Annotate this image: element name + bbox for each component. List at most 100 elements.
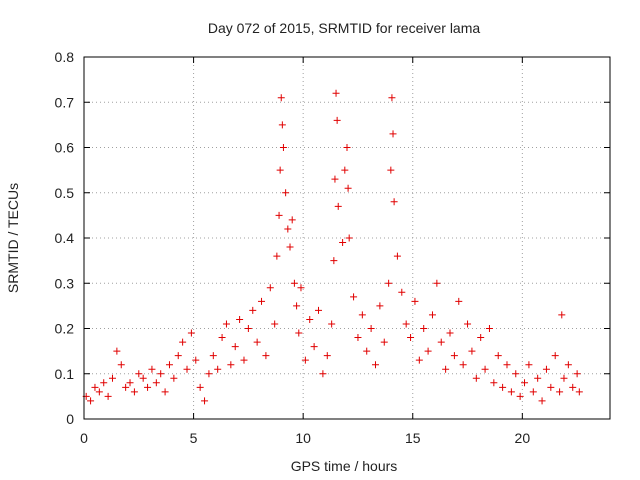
data-point xyxy=(433,279,441,287)
data-point xyxy=(407,334,415,342)
data-point xyxy=(295,329,303,337)
data-point xyxy=(205,370,213,378)
data-point xyxy=(273,252,281,260)
data-point xyxy=(286,243,294,251)
data-point xyxy=(499,383,507,391)
data-point xyxy=(276,166,284,174)
data-point xyxy=(196,383,204,391)
data-point xyxy=(411,297,419,305)
data-point xyxy=(343,144,351,151)
data-point xyxy=(334,202,342,210)
data-point xyxy=(542,365,550,373)
data-point xyxy=(227,361,235,369)
y-tick-label: 0.3 xyxy=(55,275,75,291)
data-point xyxy=(428,311,436,319)
data-point xyxy=(183,365,191,373)
data-point xyxy=(354,334,362,342)
data-point xyxy=(244,325,252,332)
data-point xyxy=(371,361,379,369)
data-point xyxy=(525,361,533,369)
data-point xyxy=(231,343,239,351)
data-point xyxy=(266,284,274,292)
data-point xyxy=(301,356,309,364)
data-point xyxy=(328,320,336,328)
data-point xyxy=(192,356,200,364)
x-tick-label: 15 xyxy=(405,430,421,446)
data-point xyxy=(503,361,511,369)
data-point xyxy=(380,338,388,346)
grid-lines xyxy=(84,57,610,419)
x-tick-label: 0 xyxy=(80,430,88,446)
data-point xyxy=(468,347,476,355)
data-point xyxy=(122,383,130,391)
data-point xyxy=(387,166,395,174)
data-point xyxy=(558,311,566,319)
data-point xyxy=(538,397,546,405)
data-point xyxy=(222,320,230,328)
data-point xyxy=(490,379,498,387)
data-point xyxy=(575,388,583,396)
data-point xyxy=(262,352,270,360)
data-point xyxy=(341,166,349,174)
y-tick-label: 0.4 xyxy=(55,230,75,246)
data-point xyxy=(126,379,134,387)
data-point xyxy=(529,388,537,396)
data-point xyxy=(547,383,555,391)
data-point xyxy=(293,302,301,310)
x-tick-label: 20 xyxy=(515,430,531,446)
data-point xyxy=(170,374,178,382)
data-point xyxy=(367,325,375,332)
data-point xyxy=(344,184,352,192)
data-point xyxy=(275,211,283,219)
data-point xyxy=(551,352,559,360)
data-point xyxy=(277,94,285,102)
data-point xyxy=(376,302,384,310)
x-tick-label: 10 xyxy=(295,430,311,446)
data-point xyxy=(358,311,366,319)
data-point xyxy=(455,297,463,305)
data-point xyxy=(310,343,318,351)
data-point xyxy=(556,388,564,396)
data-point xyxy=(345,234,353,242)
data-point xyxy=(323,352,331,360)
data-point xyxy=(104,392,112,400)
data-point xyxy=(446,329,454,337)
data-point xyxy=(512,370,520,378)
data-point xyxy=(333,116,341,124)
data-point xyxy=(330,257,338,265)
data-point xyxy=(437,338,445,346)
data-point xyxy=(148,365,156,373)
data-point xyxy=(249,306,257,314)
data-point xyxy=(201,397,209,405)
plot-frame xyxy=(83,56,611,420)
data-point xyxy=(464,320,472,328)
data-point xyxy=(144,383,152,391)
data-point xyxy=(157,370,165,378)
data-point xyxy=(331,175,339,183)
data-point xyxy=(350,293,358,301)
data-point xyxy=(521,379,529,387)
data-point xyxy=(161,388,169,396)
data-point xyxy=(516,392,524,400)
y-axis-label: SRMTID / TECUs xyxy=(5,183,21,293)
data-point xyxy=(477,334,485,342)
axis-ticks: 0 0.1 0.2 0.3 0.4 0.5 0.6 0.7 0.8 0 5 10 15 20 xyxy=(55,49,610,446)
y-tick-label: 0 xyxy=(66,411,74,427)
data-point xyxy=(282,189,290,197)
data-point xyxy=(297,284,305,292)
data-point xyxy=(271,320,279,328)
data-point xyxy=(534,374,542,382)
data-point xyxy=(240,356,248,364)
data-point xyxy=(218,334,226,342)
data-point xyxy=(389,130,397,138)
data-point xyxy=(117,361,125,369)
y-tick-label: 0.2 xyxy=(55,321,75,337)
data-point xyxy=(152,379,160,387)
x-tick-label: 5 xyxy=(190,430,198,446)
data-point xyxy=(385,279,393,287)
data-point xyxy=(214,365,222,373)
data-point xyxy=(130,388,138,396)
data-point xyxy=(494,352,502,360)
y-tick-label: 0.6 xyxy=(55,140,75,156)
